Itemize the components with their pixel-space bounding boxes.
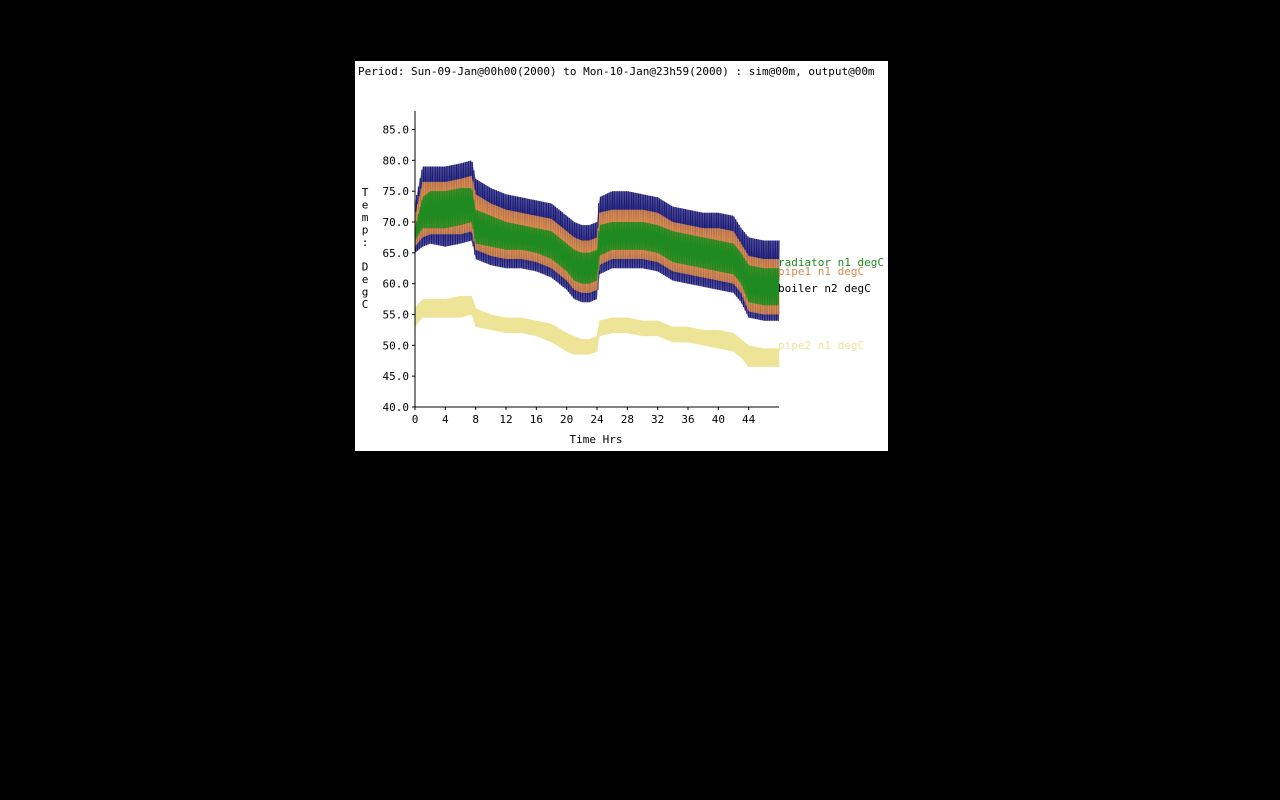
- y-axis-label-char: p: [362, 224, 369, 237]
- series-line-boiler: [414, 160, 780, 321]
- x-tick-label: 28: [621, 413, 634, 426]
- y-tick-label: 45.0: [383, 370, 410, 383]
- y-tick-label: 65.0: [383, 247, 410, 260]
- x-tick-label: 12: [499, 413, 512, 426]
- period-label: Period: Sun-09-Jan@00h00(2000) to Mon-10…: [358, 65, 875, 78]
- plot-window: Period: Sun-09-Jan@00h00(2000) to Mon-10…: [355, 61, 888, 451]
- x-tick-label: 24: [590, 413, 604, 426]
- legend-label-pipe1: pipe1 n1 degC: [778, 265, 864, 278]
- series-line-radiator: [414, 188, 780, 306]
- x-tick-label: 36: [681, 413, 694, 426]
- series-line-pipe1: [414, 175, 780, 315]
- series-band-pipe2: [415, 296, 779, 367]
- x-tick-label: 20: [560, 413, 573, 426]
- y-axis-label-char: g: [362, 286, 369, 299]
- x-ticks: 0 4 8 12 16 20 24 28 32 36 40 44: [412, 407, 756, 426]
- y-axis-label-char: D: [362, 261, 369, 274]
- chart-canvas: Period: Sun-09-Jan@00h00(2000) to Mon-10…: [358, 65, 884, 446]
- legend-label-radiator: radiator n1 degC: [778, 256, 884, 269]
- x-tick-label: 4: [442, 413, 449, 426]
- series-line-pipe2: [414, 295, 780, 367]
- y-tick-label: 75.0: [383, 185, 410, 198]
- y-axis-label-char: :: [362, 236, 369, 249]
- y-tick-label: 85.0: [383, 124, 410, 137]
- y-tick-label: 55.0: [383, 309, 410, 322]
- y-tick-label: 60.0: [383, 278, 410, 291]
- x-axis-label: Time Hrs: [570, 433, 623, 446]
- series-bands: [414, 160, 780, 367]
- y-axis-label-char: C: [362, 298, 369, 311]
- x-tick-label: 16: [530, 413, 543, 426]
- x-tick-label: 44: [742, 413, 756, 426]
- y-tick-label: 50.0: [383, 339, 410, 352]
- y-tick-label: 80.0: [383, 154, 410, 167]
- y-tick-label: 70.0: [383, 216, 410, 229]
- legend-label-boiler: boiler n2 degC: [778, 282, 871, 295]
- y-axis-label-char: m: [362, 211, 369, 224]
- y-axis-label-char: e: [362, 273, 369, 286]
- x-tick-label: 40: [712, 413, 725, 426]
- y-axis-label-char: e: [362, 199, 369, 212]
- y-axis-label-char: T: [362, 186, 369, 199]
- y-ticks: 40.0 45.0 50.0 55.0 60.0 65.0 70.0 75.0 80.0 85.0: [383, 124, 415, 414]
- x-tick-label: 32: [651, 413, 664, 426]
- x-tick-label: 0: [412, 413, 419, 426]
- y-tick-label: 40.0: [383, 401, 410, 414]
- legend-label-pipe2: pipe2 n1 degC: [778, 339, 864, 352]
- x-tick-label: 8: [472, 413, 479, 426]
